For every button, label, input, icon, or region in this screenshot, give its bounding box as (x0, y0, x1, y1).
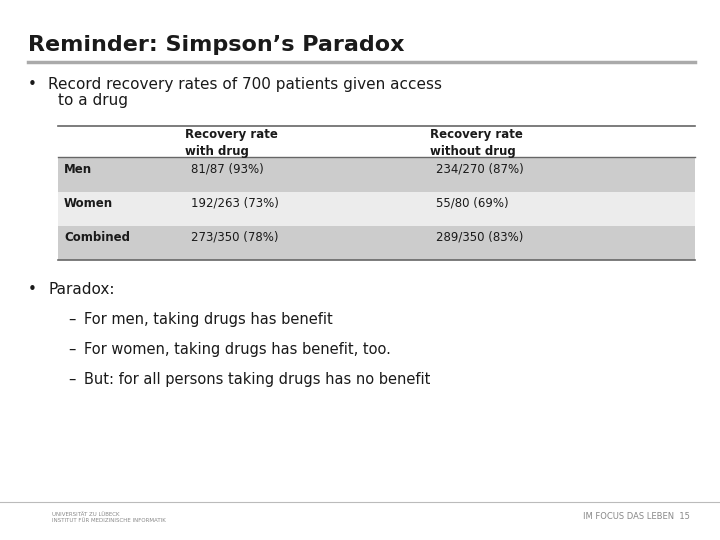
Text: Women: Women (64, 197, 113, 210)
Text: But: for all persons taking drugs has no benefit: But: for all persons taking drugs has no… (84, 372, 431, 387)
Text: 273/350 (78%): 273/350 (78%) (191, 231, 279, 244)
Text: Paradox:: Paradox: (48, 282, 114, 297)
Text: 55/80 (69%): 55/80 (69%) (436, 197, 508, 210)
Text: IM FOCUS DAS LEBEN  15: IM FOCUS DAS LEBEN 15 (583, 512, 690, 521)
Bar (58, 226, 695, 260)
Text: Combined: Combined (64, 231, 130, 244)
Text: UNIVERSITÄT ZU LÜBECK
INSTITUT FÜR MEDIZINISCHE INFORMATIK: UNIVERSITÄT ZU LÜBECK INSTITUT FÜR MEDIZ… (52, 512, 166, 523)
Text: Record recovery rates of 700 patients given access: Record recovery rates of 700 patients gi… (48, 77, 442, 92)
Text: 234/270 (87%): 234/270 (87%) (436, 163, 523, 176)
Text: to a drug: to a drug (58, 93, 128, 108)
Text: For women, taking drugs has benefit, too.: For women, taking drugs has benefit, too… (84, 342, 391, 357)
Text: Men: Men (64, 163, 92, 176)
Text: 289/350 (83%): 289/350 (83%) (436, 231, 523, 244)
Text: –: – (68, 342, 76, 357)
Text: 81/87 (93%): 81/87 (93%) (191, 163, 264, 176)
Text: Recovery rate
without drug: Recovery rate without drug (430, 128, 523, 158)
Text: –: – (68, 312, 76, 327)
Bar (58, 158, 695, 192)
Text: •: • (28, 282, 37, 297)
Text: Recovery rate
with drug: Recovery rate with drug (185, 128, 278, 158)
Text: –: – (68, 372, 76, 387)
Text: •: • (28, 77, 37, 92)
Text: For men, taking drugs has benefit: For men, taking drugs has benefit (84, 312, 333, 327)
Bar (58, 192, 695, 226)
Text: 192/263 (73%): 192/263 (73%) (191, 197, 279, 210)
Text: Reminder: Simpson’s Paradox: Reminder: Simpson’s Paradox (28, 35, 405, 55)
